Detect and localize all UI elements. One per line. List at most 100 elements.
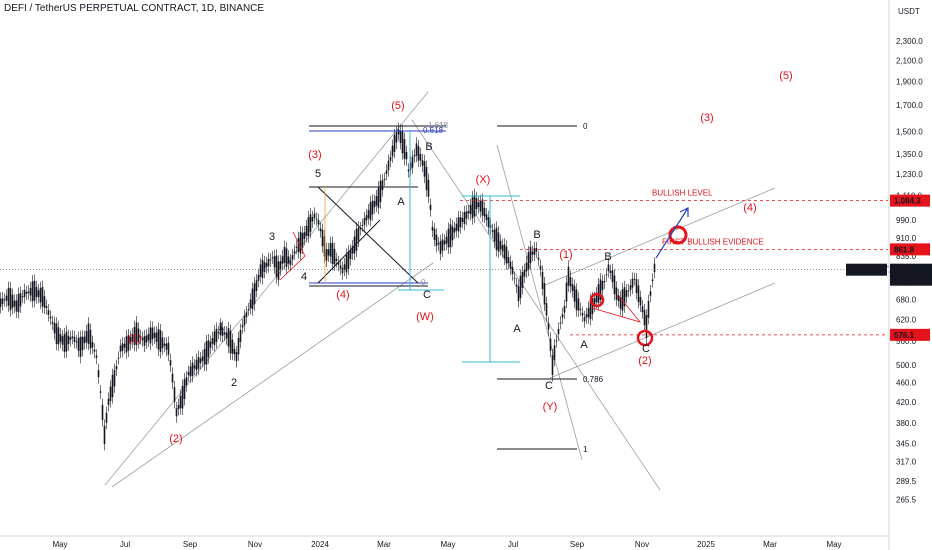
candle-body — [369, 202, 372, 220]
candle-body — [423, 161, 426, 177]
candle-body — [119, 345, 122, 352]
candle-body — [477, 202, 480, 208]
candle-body — [137, 328, 140, 343]
candle-body — [579, 308, 582, 310]
candle-body — [283, 246, 286, 264]
candle-body — [67, 335, 70, 345]
candle-body — [3, 299, 6, 301]
candle-body — [135, 322, 138, 346]
candle-body — [175, 408, 178, 417]
y-tick-label: 460.0 — [896, 379, 917, 388]
candle-body — [375, 196, 378, 206]
y-tick-label: 1,900.0 — [896, 78, 923, 87]
wave-label: (4) — [336, 289, 349, 301]
projection-arrow — [655, 207, 689, 259]
candle-body — [563, 305, 566, 313]
candle-body — [21, 296, 24, 298]
candle-body — [109, 386, 112, 402]
candle-body — [347, 251, 350, 269]
y-tick-label: 345.0 — [896, 440, 917, 449]
candle-body — [615, 287, 618, 300]
candle-body — [291, 255, 294, 260]
channel-line — [496, 144, 583, 461]
wave-label: (2) — [638, 355, 651, 367]
candle-body — [211, 337, 214, 344]
candle-body — [59, 334, 62, 342]
y-tick-label: 910.0 — [896, 234, 917, 243]
wave-label: C — [642, 343, 650, 355]
candle-body — [99, 391, 102, 393]
candle-body — [241, 325, 244, 328]
level-label: BULLISH LEVEL — [652, 189, 713, 198]
candle-body — [217, 332, 220, 334]
candle-body — [245, 312, 248, 318]
candle-body — [479, 200, 482, 212]
candle-body — [285, 248, 288, 267]
candle-body — [317, 219, 320, 225]
projection-arrowhead — [679, 207, 689, 217]
pattern-marker — [591, 294, 642, 323]
wave-label: (Y) — [543, 401, 558, 413]
candle-body — [307, 217, 310, 237]
y-tick-label: 500.0 — [896, 361, 917, 370]
candle-body — [451, 226, 454, 241]
candle-body — [107, 398, 110, 406]
candle-body — [103, 425, 106, 444]
candle-body — [515, 284, 518, 287]
candle-body — [17, 293, 20, 313]
candle-body — [627, 290, 630, 292]
candle-body — [421, 160, 424, 166]
candle-body — [595, 293, 598, 303]
wave-label: C — [545, 380, 553, 392]
candle-body — [305, 225, 308, 237]
candle-body — [271, 257, 274, 259]
candle-body — [637, 285, 640, 302]
candle-body — [193, 365, 196, 369]
candle-body — [131, 334, 134, 342]
candle-body — [573, 285, 576, 302]
candle-body — [391, 145, 394, 157]
x-tick-label: Nov — [248, 540, 262, 549]
candle-body — [169, 360, 172, 366]
y-tick-label: 265.5 — [896, 495, 917, 504]
candle-body — [215, 328, 218, 342]
y-tick-label: 1,350.0 — [896, 150, 923, 159]
candle-body — [55, 323, 58, 344]
candle-body — [647, 300, 650, 318]
candle-body — [197, 356, 200, 369]
candle-body — [75, 341, 78, 343]
candle-body — [105, 412, 108, 423]
pattern-marker — [279, 231, 306, 281]
candle-body — [9, 288, 12, 311]
candle-body — [361, 224, 364, 226]
candle-body — [309, 214, 312, 232]
candle-body — [239, 329, 242, 342]
y-tick-label: 289.5 — [896, 477, 917, 486]
candle-body — [385, 170, 388, 174]
channel-line — [544, 187, 776, 286]
candle-body — [395, 132, 398, 143]
candle-body — [503, 244, 506, 259]
wave-label: (1) — [128, 333, 141, 345]
candle-body — [277, 261, 280, 280]
candle-body — [399, 130, 402, 143]
candle-body — [533, 248, 536, 255]
candle-body — [127, 335, 130, 351]
y-tick-label: 380.0 — [896, 419, 917, 428]
candle-body — [649, 291, 652, 296]
candle-body — [23, 289, 26, 298]
last-price-text: 783.1 — [896, 266, 917, 275]
candle-body — [143, 336, 146, 346]
y-tick-label: 620.0 — [896, 315, 917, 324]
candle-body — [433, 228, 436, 240]
candle-body — [39, 287, 42, 303]
candle-body — [189, 366, 192, 377]
wave-label: 5 — [315, 168, 321, 180]
candle-body — [645, 315, 648, 338]
x-tick-label: Sep — [183, 540, 198, 549]
candle-body — [191, 362, 194, 376]
candle-body — [49, 316, 52, 319]
countdown-text: 15:04:50 — [892, 276, 924, 285]
candle-body — [551, 355, 554, 375]
